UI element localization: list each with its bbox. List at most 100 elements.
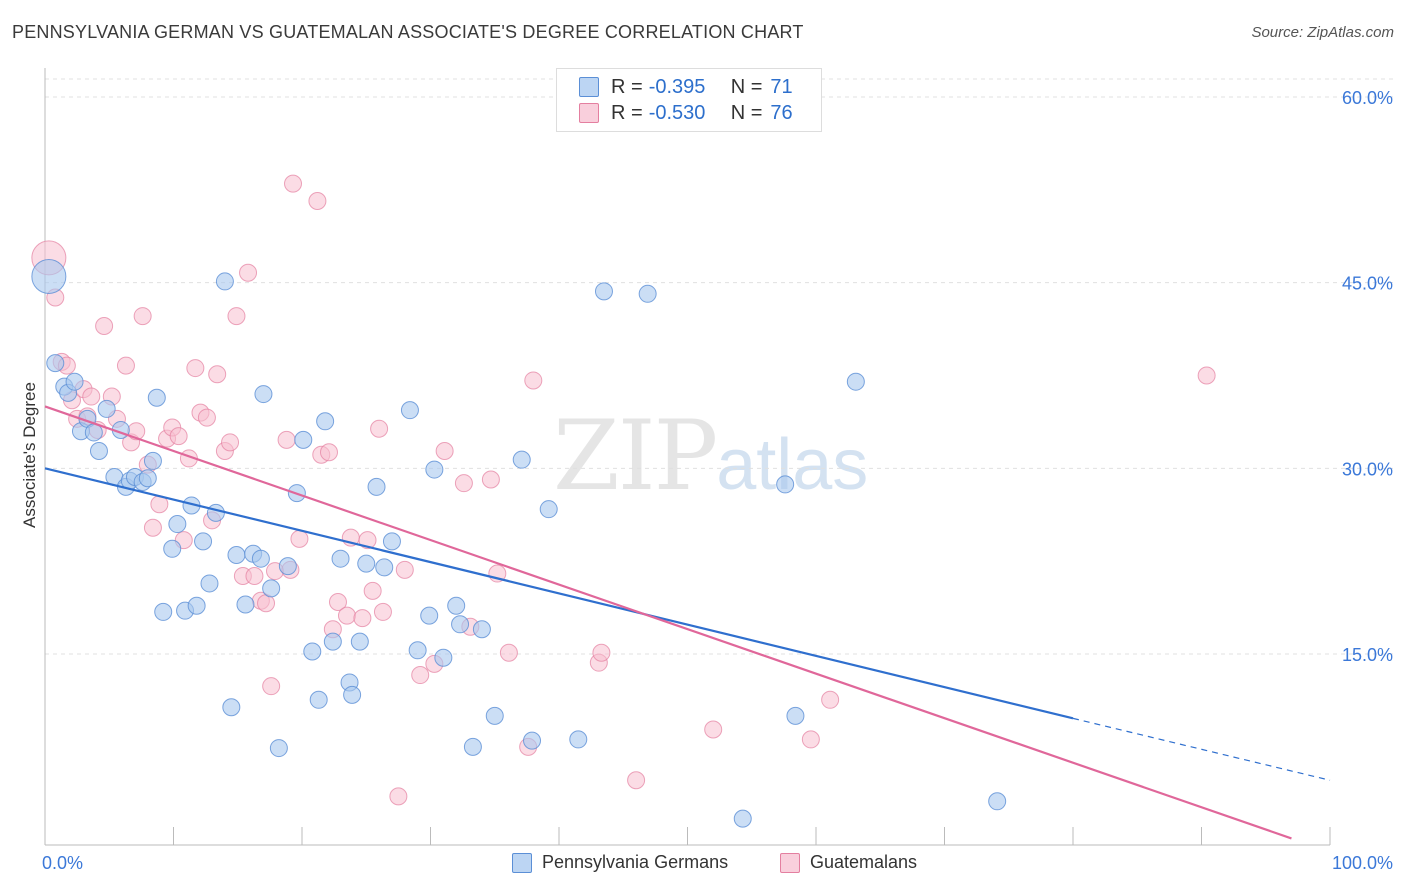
data-point-pennsylvania-germans — [309, 690, 328, 709]
data-point-pennsylvania-germans — [988, 792, 1007, 811]
data-point-pennsylvania-germans — [194, 532, 213, 551]
data-point-pennsylvania-germans — [638, 284, 657, 303]
data-point-guatemalans — [284, 174, 303, 193]
legend-swatch-blue — [512, 852, 532, 873]
data-point-guatemalans — [411, 666, 430, 685]
legend-r-label: R = — [611, 75, 643, 98]
chart-title: PENNSYLVANIA GERMAN VS GUATEMALAN ASSOCI… — [12, 22, 804, 42]
data-point-guatemalans — [239, 263, 258, 282]
data-point-pennsylvania-germans — [331, 549, 350, 568]
legend-n-label: N = — [730, 101, 763, 124]
data-point-pennsylvania-germans — [215, 272, 234, 291]
series-legend: Pennsylvania Germans Guatemalans — [0, 852, 1406, 876]
data-point-pennsylvania-germans — [343, 685, 362, 704]
data-point-pennsylvania-germans — [316, 412, 335, 431]
data-point-guatemalans — [186, 359, 205, 378]
legend-item-pennsylvania-germans: Pennsylvania Germans — [512, 852, 728, 873]
data-point-guatemalans — [389, 787, 408, 806]
data-point-pennsylvania-germans — [163, 539, 182, 558]
data-point-guatemalans — [363, 581, 382, 600]
data-point-guatemalans — [499, 643, 518, 662]
data-point-pennsylvania-germans — [425, 460, 444, 479]
y-tick-label: 45.0% — [1342, 274, 1393, 294]
data-point-pennsylvania-germans — [138, 469, 157, 488]
data-point-guatemalans — [481, 470, 500, 489]
data-point-pennsylvania-germans — [786, 706, 805, 725]
data-point-pennsylvania-germans — [168, 515, 187, 534]
data-point-pennsylvania-germans — [143, 451, 162, 470]
legend-n-value: 76 — [770, 101, 793, 124]
data-point-pennsylvania-germans — [350, 632, 369, 651]
x-tick-label: 0.0% — [42, 853, 83, 873]
data-point-guatemalans — [319, 443, 338, 462]
tick-labels: 15.0% 30.0% 45.0% 60.0% 0.0% 100.0% — [42, 88, 1393, 873]
data-point-pennsylvania-germans — [147, 388, 166, 407]
data-point-pennsylvania-germans — [262, 579, 281, 598]
data-point-pennsylvania-germans — [200, 574, 219, 593]
data-point-guatemalans — [353, 609, 372, 628]
legend-label: Pennsylvania Germans — [542, 852, 729, 872]
data-point-pennsylvania-germans — [294, 430, 313, 449]
data-point-pennsylvania-germans — [472, 620, 491, 639]
legend-row-pennsylvania-germans: R = -0.395 N = 71 — [579, 75, 793, 99]
data-point-pennsylvania-germans — [733, 809, 752, 828]
data-point-guatemalans — [245, 567, 264, 586]
legend-swatch-blue — [579, 77, 599, 97]
data-point-guatemalans — [133, 307, 152, 326]
data-point-pennsylvania-germans — [31, 258, 67, 294]
data-point-pennsylvania-germans — [569, 730, 588, 749]
data-point-guatemalans — [221, 433, 240, 452]
data-point-pennsylvania-germans — [222, 698, 241, 717]
legend-n-label: N = — [730, 75, 763, 98]
data-point-pennsylvania-germans — [251, 549, 270, 568]
data-point-pennsylvania-germans — [97, 399, 116, 418]
data-point-guatemalans — [169, 427, 188, 446]
legend-n-value: 71 — [770, 75, 793, 98]
data-point-guatemalans — [277, 430, 296, 449]
legend-swatch-pink — [780, 852, 800, 873]
x-tick-label: 100.0% — [1332, 853, 1393, 873]
data-point-guatemalans — [337, 606, 356, 625]
stats-legend: R = -0.395 N = 71 R = -0.530 N = 76 — [556, 68, 822, 132]
data-point-pennsylvania-germans — [512, 450, 531, 469]
legend-r-value: -0.530 — [648, 101, 706, 124]
trend-lines — [44, 405, 1331, 840]
data-point-guatemalans — [592, 643, 611, 662]
legend-item-guatemalans: Guatemalans — [780, 852, 917, 873]
data-point-guatemalans — [116, 356, 135, 375]
data-point-pennsylvania-germans — [187, 596, 206, 615]
data-point-guatemalans — [704, 720, 723, 739]
legend-swatch-pink — [579, 103, 599, 123]
y-axis-label: Associate's Degree — [20, 382, 39, 528]
data-point-pennsylvania-germans — [89, 442, 108, 461]
data-point-guatemalans — [1197, 366, 1216, 385]
data-point-guatemalans — [82, 387, 101, 406]
data-point-pennsylvania-germans — [46, 354, 65, 373]
data-point-guatemalans — [821, 690, 840, 709]
series-pennsylvania-germans — [31, 258, 1007, 828]
data-point-guatemalans — [208, 365, 227, 384]
series-guatemalans — [31, 174, 1216, 806]
data-point-pennsylvania-germans — [303, 642, 322, 661]
data-point-pennsylvania-germans — [408, 641, 427, 660]
data-point-pennsylvania-germans — [485, 706, 504, 725]
data-point-guatemalans — [227, 307, 246, 326]
data-point-guatemalans — [95, 316, 114, 335]
data-point-pennsylvania-germans — [367, 477, 386, 496]
data-point-pennsylvania-germans — [278, 557, 297, 576]
data-point-guatemalans — [328, 593, 347, 612]
trend-line-extrapolation — [1072, 717, 1331, 781]
data-point-guatemalans — [395, 560, 414, 579]
data-point-pennsylvania-germans — [420, 606, 439, 625]
y-tick-label: 60.0% — [1342, 88, 1393, 108]
data-point-guatemalans — [373, 602, 392, 621]
data-point-pennsylvania-germans — [400, 401, 419, 420]
data-point-guatemalans — [801, 730, 820, 749]
data-point-pennsylvania-germans — [154, 602, 173, 621]
data-point-guatemalans — [308, 191, 327, 210]
data-point-pennsylvania-germans — [382, 532, 401, 551]
axes — [44, 68, 1331, 846]
data-point-guatemalans — [435, 442, 454, 461]
data-point-guatemalans — [627, 771, 646, 790]
